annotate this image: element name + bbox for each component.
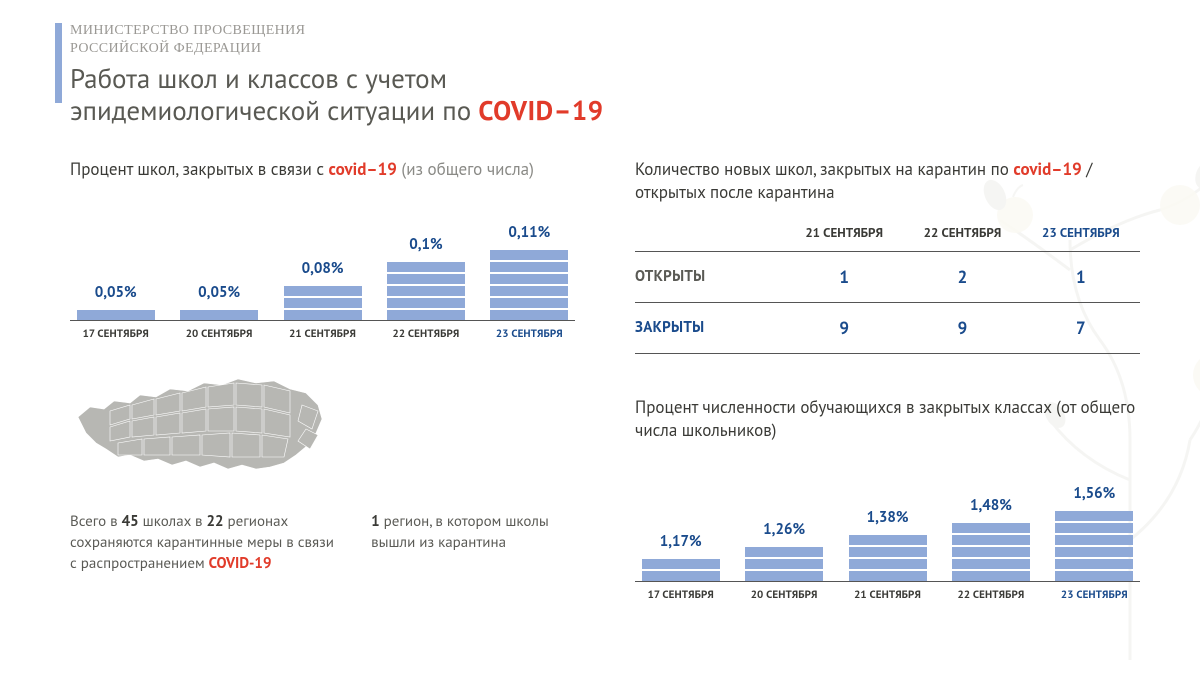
chart2-title-text: Процент численности обучающихся в закрыт… <box>635 396 1135 441</box>
title-covid: COVID–19 <box>478 94 603 128</box>
table-row: ЗАКРЫТЫ997 <box>635 303 1140 354</box>
bar-value: 1,17% <box>660 532 702 551</box>
page-title: Работа школ и классов с учетом эпидемиол… <box>70 63 1140 128</box>
table-cell: 1 <box>1022 266 1140 288</box>
table-column-header: 21 СЕНТЯБРЯ <box>785 224 903 241</box>
bar-value: 0,08% <box>302 259 344 278</box>
notes-row: Всего в 45 школах в 22 регионах сохраняю… <box>70 511 575 574</box>
table-title-pre: Количество новых школ, закрытых на каран… <box>635 158 1013 180</box>
table-row: ОТКРЫТЫ121 <box>635 252 1140 303</box>
table-title-covid: covid–19 <box>1013 158 1081 180</box>
chart1-title-pre: Процент школ, закрытых в связи с <box>70 158 329 180</box>
bar-label: 22 СЕНТЯБРЯ <box>945 588 1036 602</box>
bar-label: 21 СЕНТЯБРЯ <box>842 588 933 602</box>
bar-column: 0,11% <box>484 201 575 320</box>
note-left: Всего в 45 школах в 22 регионах сохраняю… <box>70 511 335 574</box>
bar-column: 1,26% <box>738 462 829 581</box>
table-cell: 2 <box>903 266 1021 288</box>
schools-table: 21 СЕНТЯБРЯ22 СЕНТЯБРЯ23 СЕНТЯБРЯ ОТКРЫТ… <box>635 224 1140 354</box>
bar-column: 1,38% <box>842 462 933 581</box>
bar-value: 1,56% <box>1073 484 1115 503</box>
ministry-name: МИНИСТЕРСТВО ПРОСВЕЩЕНИЯ РОССИЙСКОЙ ФЕДЕ… <box>70 22 1140 57</box>
bar-column: 1,17% <box>635 462 726 581</box>
chart2-labels: 17 СЕНТЯБРЯ 20 СЕНТЯБРЯ 21 СЕНТЯБРЯ 22 СЕНТ… <box>635 588 1140 602</box>
chart1-title-post: (из общего числа) <box>397 158 534 180</box>
chart2-bars: 1,17% 1,26% 1,38% 1,48% 1,56% <box>635 462 1140 582</box>
ministry-line1: МИНИСТЕРСТВО ПРОСВЕЩЕНИЯ <box>70 23 305 38</box>
ministry-line2: РОССИЙСКОЙ ФЕДЕРАЦИИ <box>70 41 261 56</box>
bar-value: 0,05% <box>95 283 137 302</box>
bar-label: 20 СЕНТЯБРЯ <box>173 327 264 341</box>
bar-column: 1,56% <box>1049 462 1140 581</box>
bar-label: 17 СЕНТЯБРЯ <box>70 327 161 341</box>
right-column: Количество новых школ, закрытых на каран… <box>635 158 1140 602</box>
chart1-bars: 0,05% 0,05% 0,08% 0,1% 0,11% <box>70 201 575 321</box>
table-row-label: ОТКРЫТЫ <box>635 267 785 286</box>
bar-label: 21 СЕНТЯБРЯ <box>277 327 368 341</box>
bar-value: 0,11% <box>508 223 550 242</box>
chart1-title-covid: covid–19 <box>329 158 397 180</box>
bar-value: 1,26% <box>763 520 805 539</box>
left-column: Процент школ, закрытых в связи с covid–1… <box>70 158 575 602</box>
bar-value: 0,1% <box>409 235 442 254</box>
russia-map-icon <box>70 359 330 499</box>
title-line2: эпидемиологической ситуации по <box>70 94 478 128</box>
bar-label: 17 СЕНТЯБРЯ <box>635 588 726 602</box>
chart2-title: Процент численности обучающихся в закрыт… <box>635 396 1140 442</box>
bar-value: 1,38% <box>867 508 909 527</box>
note-right: 1 регион, в котором школы вышли из каран… <box>371 511 575 574</box>
table-column-header: 23 СЕНТЯБРЯ <box>1022 224 1140 241</box>
bar-column: 0,05% <box>173 201 264 320</box>
table-header-row: 21 СЕНТЯБРЯ22 СЕНТЯБРЯ23 СЕНТЯБРЯ <box>635 224 1140 252</box>
chart1-labels: 17 СЕНТЯБРЯ 20 СЕНТЯБРЯ 21 СЕНТЯБРЯ 22 СЕНТ… <box>70 327 575 341</box>
bar-label: 22 СЕНТЯБРЯ <box>380 327 471 341</box>
bar-label: 20 СЕНТЯБРЯ <box>738 588 829 602</box>
chart1-title: Процент школ, закрытых в связи с covid–1… <box>70 158 575 181</box>
bar-value: 0,05% <box>198 283 240 302</box>
bar-label: 23 СЕНТЯБРЯ <box>484 327 575 341</box>
table-cell: 7 <box>1022 317 1140 339</box>
table-column-header: 22 СЕНТЯБРЯ <box>903 224 1021 241</box>
table-title: Количество новых школ, закрытых на каран… <box>635 158 1140 204</box>
header-accent-bar <box>55 23 62 103</box>
bar-column: 0,08% <box>277 201 368 320</box>
bar-label: 23 СЕНТЯБРЯ <box>1049 588 1140 602</box>
title-line1: Работа школ и классов с учетом <box>70 62 447 96</box>
table-row-label: ЗАКРЫТЫ <box>635 318 785 337</box>
table-cell: 1 <box>785 266 903 288</box>
table-cell: 9 <box>903 317 1021 339</box>
bar-column: 1,48% <box>945 462 1036 581</box>
table-cell: 9 <box>785 317 903 339</box>
bar-column: 0,05% <box>70 201 161 320</box>
bar-column: 0,1% <box>380 201 471 320</box>
bar-value: 1,48% <box>970 496 1012 515</box>
